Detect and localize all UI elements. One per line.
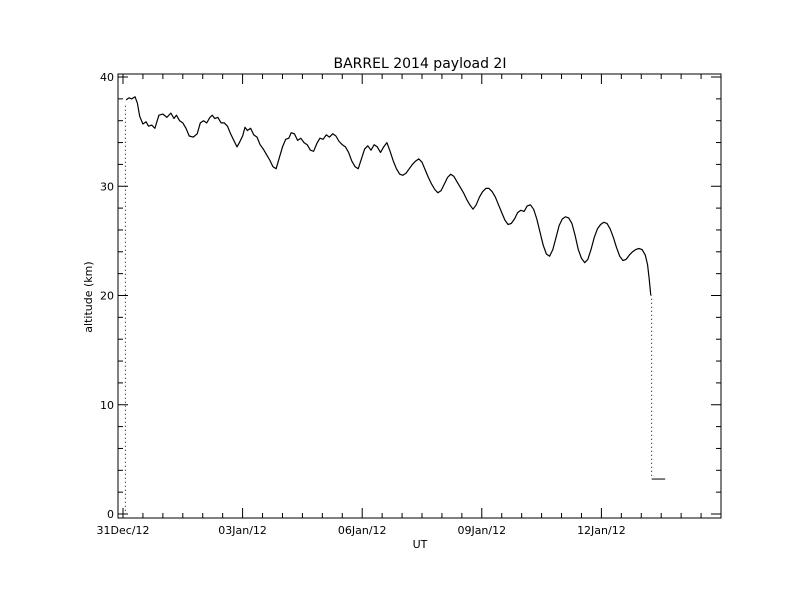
y-tick-label: 10 — [100, 399, 114, 412]
altitude-series-line — [125, 96, 652, 296]
plot-frame — [117, 73, 722, 519]
x-tick-label: 31Dec/12 — [97, 524, 150, 537]
x-tick-label: 12Jan/12 — [577, 524, 626, 537]
y-tick-label: 40 — [100, 71, 114, 84]
y-axis-label: altitude (km) — [82, 261, 95, 332]
x-tick-label: 06Jan/12 — [338, 524, 387, 537]
data-layer — [124, 96, 666, 511]
ticks-layer: 0 10 20 30 40 31Dec/12 03Jan/12 06Jan/12 09Jan/1… — [97, 71, 722, 537]
y-tick-label: 30 — [100, 180, 114, 193]
y-tick-label: 0 — [107, 508, 114, 521]
x-axis-label: UT — [413, 538, 428, 551]
x-tick-label: 09Jan/12 — [457, 524, 506, 537]
y-tick-label: 20 — [100, 290, 114, 303]
chart-title: BARREL 2014 payload 2I — [334, 56, 507, 72]
x-tick-label: 03Jan/12 — [218, 524, 267, 537]
